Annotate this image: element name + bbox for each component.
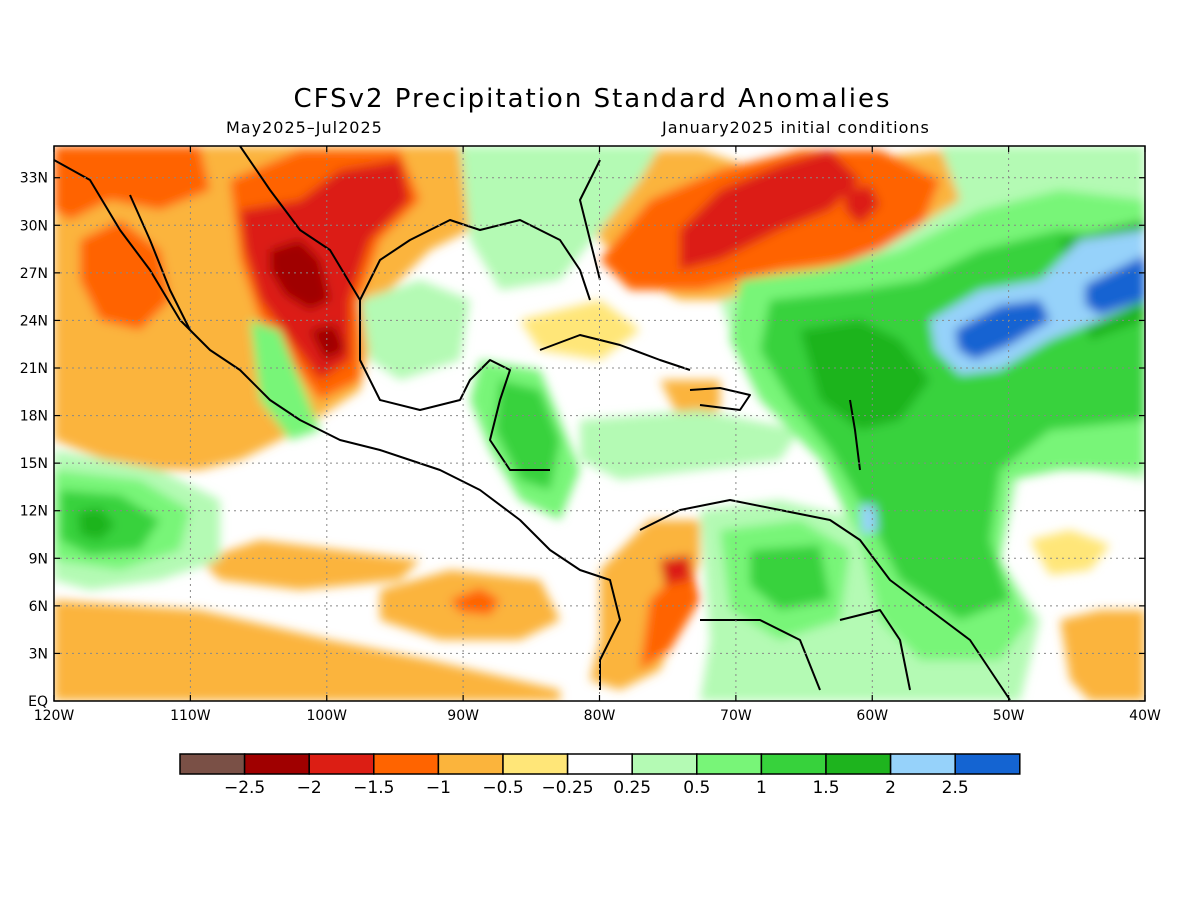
colorbar-label: −2 bbox=[297, 778, 322, 798]
latitude-labels: EQ 3N 6N 9N 12N 15N 18N 21N 24N 27N 30N 33N bbox=[20, 171, 48, 710]
lat-tick-label: 12N bbox=[20, 504, 48, 520]
lon-tick-label: 120W bbox=[34, 708, 75, 724]
colorbar-label: −0.5 bbox=[482, 778, 523, 798]
colorbar-swatch bbox=[502, 753, 569, 775]
lon-tick-label: 70W bbox=[720, 708, 752, 724]
lat-tick-label: 3N bbox=[29, 646, 48, 662]
colorbar-swatch bbox=[373, 753, 440, 775]
colorbar-label: −2.5 bbox=[224, 778, 265, 798]
lon-tick-label: 80W bbox=[584, 708, 616, 724]
colorbar-swatch bbox=[825, 753, 892, 775]
lon-tick-label: 50W bbox=[993, 708, 1025, 724]
colorbar-label: 1 bbox=[756, 778, 767, 798]
colorbar-label: −1.5 bbox=[353, 778, 394, 798]
colorbar-swatch bbox=[243, 753, 310, 775]
lat-tick-label: 24N bbox=[20, 313, 48, 329]
lat-tick-label: 30N bbox=[20, 218, 48, 234]
longitude-labels: 120W 110W 100W 90W 80W 70W 60W 50W 40W bbox=[34, 708, 1161, 724]
colorbar: −2.5 −2 −1.5 −1 −0.5 −0.25 0.25 0.5 1 1.5 2 2.5 bbox=[179, 753, 1021, 798]
colorbar-swatch bbox=[889, 753, 956, 775]
lat-tick-label: 15N bbox=[20, 456, 48, 472]
lat-tick-label: EQ bbox=[28, 694, 48, 710]
lon-tick-label: 100W bbox=[306, 708, 347, 724]
colorbar-swatch bbox=[760, 753, 827, 775]
colorbar-swatch bbox=[179, 753, 246, 775]
lon-tick-label: 60W bbox=[856, 708, 888, 724]
colorbar-label: −0.25 bbox=[542, 778, 594, 798]
lon-tick-label: 110W bbox=[170, 708, 211, 724]
lon-tick-label: 40W bbox=[1129, 708, 1161, 724]
colorbar-label: −1 bbox=[426, 778, 451, 798]
lat-tick-label: 33N bbox=[20, 171, 48, 187]
gridlines bbox=[54, 146, 1145, 701]
colorbar-swatch bbox=[308, 753, 375, 775]
subtitle-period: May2025–Jul2025 bbox=[226, 118, 383, 137]
lat-tick-label: 9N bbox=[29, 551, 48, 567]
colorbar-label: 0.5 bbox=[683, 778, 710, 798]
lat-tick-label: 21N bbox=[20, 361, 48, 377]
axis-ticks bbox=[53, 146, 1146, 702]
chart-title: CFSv2 Precipitation Standard Anomalies bbox=[293, 84, 892, 114]
colorbar-swatch bbox=[631, 753, 698, 775]
colorbar-label: 1.5 bbox=[812, 778, 839, 798]
colorbar-swatch bbox=[696, 753, 763, 775]
anomaly-field bbox=[54, 146, 1145, 701]
lat-tick-label: 27N bbox=[20, 266, 48, 282]
colorbar-swatch bbox=[954, 753, 1021, 775]
subtitle-initial-conditions: January2025 initial conditions bbox=[662, 118, 930, 137]
coastlines bbox=[54, 146, 1011, 701]
lat-tick-label: 6N bbox=[29, 599, 48, 615]
colorbar-label: 2 bbox=[885, 778, 896, 798]
lon-tick-label: 90W bbox=[447, 708, 479, 724]
colorbar-label: 0.25 bbox=[613, 778, 651, 798]
colorbar-swatch bbox=[566, 753, 633, 775]
colorbar-label: 2.5 bbox=[942, 778, 969, 798]
lat-tick-label: 18N bbox=[20, 409, 48, 425]
colorbar-swatch bbox=[437, 753, 504, 775]
